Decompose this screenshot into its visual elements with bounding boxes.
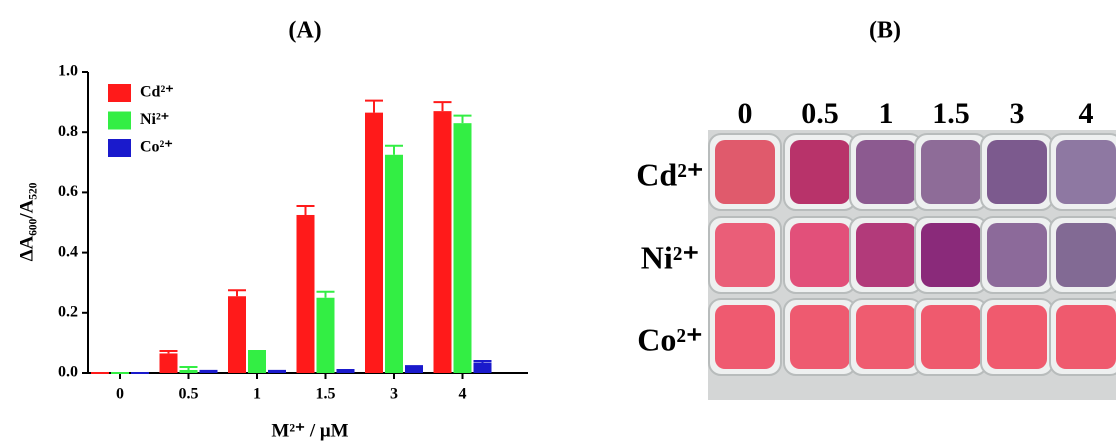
well [715,305,775,369]
well [856,223,916,287]
legend-label: Ni²⁺ [140,111,169,128]
well [790,305,850,369]
figure: (A) (B) ΔA₆₀₀/A₅₂₀ M²⁺ / μM 0.0 0.2 0.4 0.6… [0,0,1116,443]
x-tick-label: 1 [253,386,261,403]
error-bar [228,290,246,296]
row-label: Co²⁺ [637,321,703,357]
x-tick-label: 1.5 [316,386,336,403]
bar [317,298,335,373]
panel-title: (B) [869,18,901,44]
well [987,223,1047,287]
well [921,223,981,287]
error-bar [454,116,472,124]
well [987,140,1047,204]
error-bar [474,361,492,363]
bar [248,352,266,373]
well [1056,305,1116,369]
well [921,140,981,204]
y-axis-label: ΔA₆₀₀/A₅₂₀ [16,182,37,261]
chart-title: (A) [288,18,321,44]
error-bar [337,370,355,371]
row-label: Ni²⁺ [641,239,699,275]
y-tick-label: 0.6 [58,183,78,200]
well [856,140,916,204]
bar [385,155,403,373]
row-label: Cd²⁺ [636,156,703,192]
x-tick-label: 3 [390,386,398,403]
legend-swatch [108,112,131,130]
bar [454,123,472,373]
error-bar [180,367,198,370]
y-tick-label: 0.2 [58,303,78,320]
well [715,140,775,204]
x-tick-label: 4 [459,386,467,403]
error-bar [200,371,218,372]
page: (A) (B) ΔA₆₀₀/A₅₂₀ M²⁺ / μM 0.0 0.2 0.4 0.6… [0,0,1116,443]
error-bar [405,366,423,367]
well [1056,223,1116,287]
y-tick-label: 1.0 [58,63,78,80]
bar [434,111,452,373]
column-label: 1 [879,97,894,130]
y-tick-label: 0.4 [58,243,78,260]
well [1056,140,1116,204]
column-label: 4 [1079,97,1094,130]
column-label: 0.5 [801,97,839,130]
legend-swatch [108,84,131,102]
well [790,223,850,287]
bar [160,353,178,373]
y-tick-label: 0.0 [58,364,78,381]
legend-label: Co²⁺ [140,139,173,156]
bar [365,113,383,373]
legend-swatch [108,139,131,157]
legend-label: Cd²⁺ [140,84,174,101]
bar [474,362,492,373]
well [856,305,916,369]
bar [297,215,315,373]
error-bar [248,351,266,352]
error-bar [268,371,286,372]
error-bar [317,292,335,298]
well [715,223,775,287]
x-tick-label: 0.5 [179,386,199,403]
well [987,305,1047,369]
error-bar [365,101,383,113]
well [921,305,981,369]
column-label: 3 [1010,97,1025,130]
column-label: 1.5 [932,97,970,130]
bar [228,296,246,373]
bar [180,370,198,373]
well [790,140,850,204]
x-axis-label: M²⁺ / μM [271,420,348,441]
bar [405,367,423,373]
error-bar [434,102,452,111]
x-tick-label: 0 [116,386,124,403]
error-bar [297,206,315,215]
y-tick-label: 0.8 [58,123,78,140]
column-label: 0 [738,97,753,130]
error-bar [385,146,403,155]
error-bar [160,351,178,353]
